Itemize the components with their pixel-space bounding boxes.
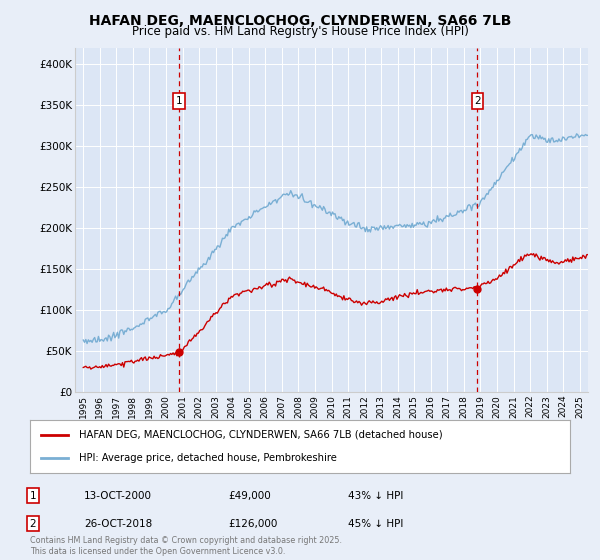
Text: HAFAN DEG, MAENCLOCHOG, CLYNDERWEN, SA66 7LB: HAFAN DEG, MAENCLOCHOG, CLYNDERWEN, SA66… — [89, 14, 511, 28]
Text: 2: 2 — [474, 96, 481, 106]
Text: 45% ↓ HPI: 45% ↓ HPI — [348, 519, 403, 529]
Text: £49,000: £49,000 — [228, 491, 271, 501]
Text: HAFAN DEG, MAENCLOCHOG, CLYNDERWEN, SA66 7LB (detached house): HAFAN DEG, MAENCLOCHOG, CLYNDERWEN, SA66… — [79, 430, 442, 440]
Text: 26-OCT-2018: 26-OCT-2018 — [84, 519, 152, 529]
Text: 1: 1 — [29, 491, 37, 501]
Text: HPI: Average price, detached house, Pembrokeshire: HPI: Average price, detached house, Pemb… — [79, 453, 337, 463]
Text: 43% ↓ HPI: 43% ↓ HPI — [348, 491, 403, 501]
Text: 2: 2 — [29, 519, 37, 529]
Text: 13-OCT-2000: 13-OCT-2000 — [84, 491, 152, 501]
Text: Contains HM Land Registry data © Crown copyright and database right 2025.
This d: Contains HM Land Registry data © Crown c… — [30, 536, 342, 556]
Text: £126,000: £126,000 — [228, 519, 277, 529]
Text: 1: 1 — [176, 96, 182, 106]
Text: Price paid vs. HM Land Registry's House Price Index (HPI): Price paid vs. HM Land Registry's House … — [131, 25, 469, 38]
